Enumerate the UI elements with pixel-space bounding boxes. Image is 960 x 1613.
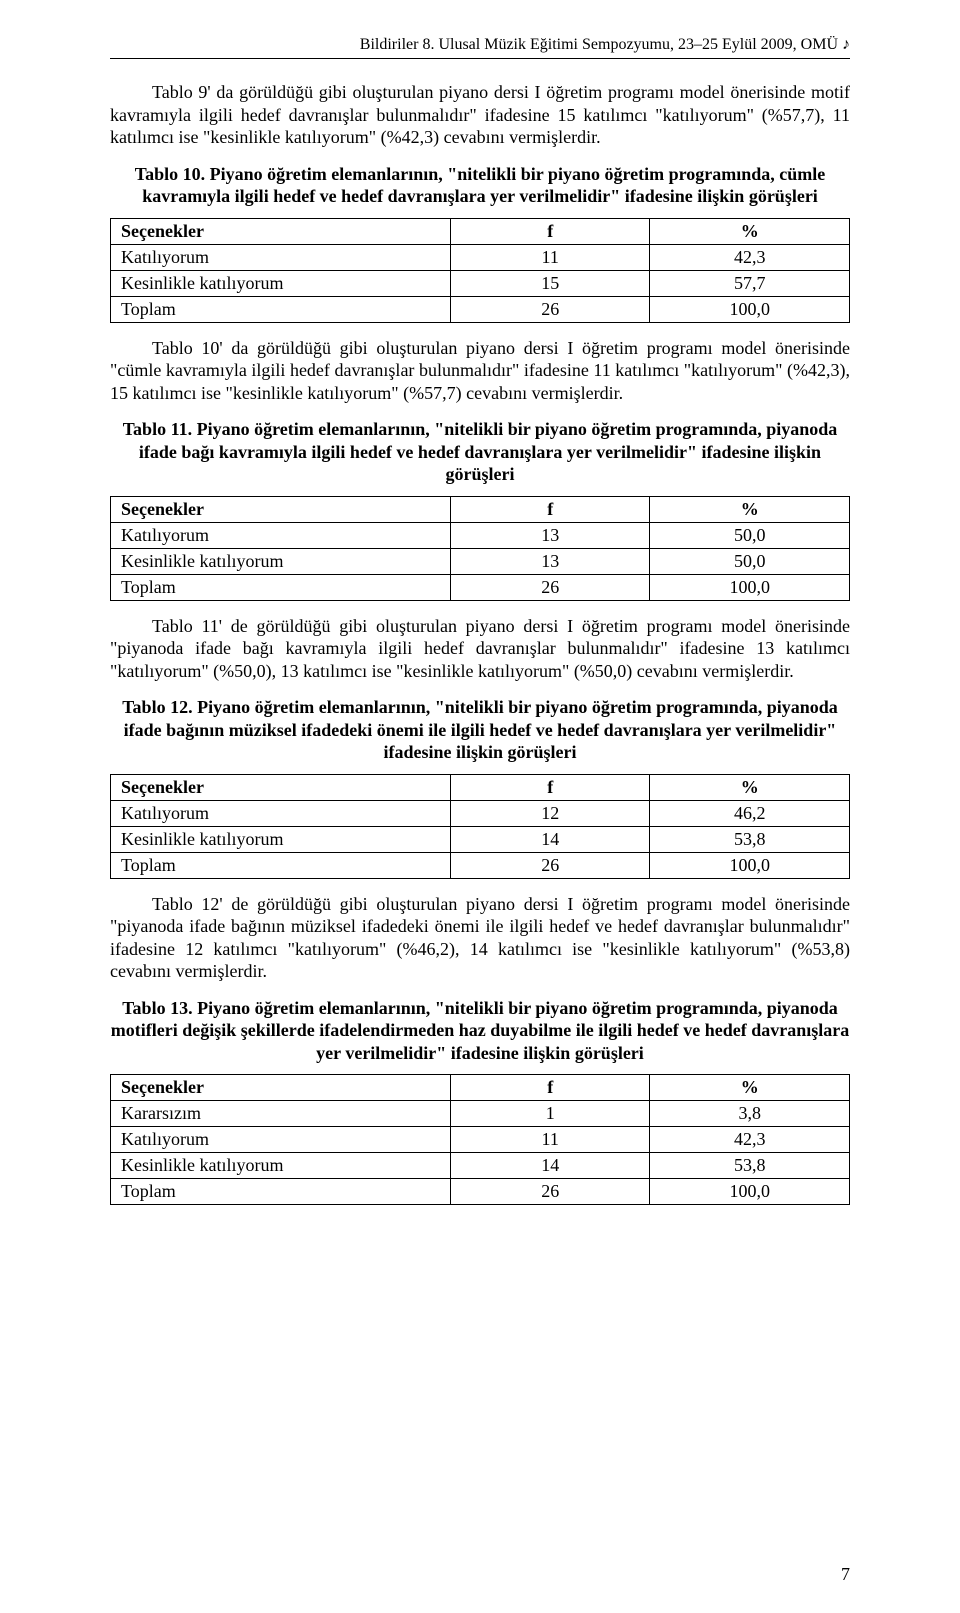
table-header-row: Seçenekler f % (111, 1075, 850, 1101)
cell: 3,8 (650, 1101, 850, 1127)
cell: 26 (450, 574, 650, 600)
table-header-row: Seçenekler f % (111, 774, 850, 800)
table-row: Katılıyorum 13 50,0 (111, 522, 850, 548)
cell: 13 (450, 522, 650, 548)
paragraph-4: Tablo 12' de görüldüğü gibi oluşturulan … (110, 893, 850, 983)
cell: Kesinlikle katılıyorum (111, 826, 451, 852)
cell: 14 (450, 1153, 650, 1179)
cell: Kesinlikle katılıyorum (111, 270, 451, 296)
col-secenekler: Seçenekler (111, 496, 451, 522)
table-row: Kesinlikle katılıyorum 14 53,8 (111, 1153, 850, 1179)
cell: Toplam (111, 852, 451, 878)
cell: 53,8 (650, 1153, 850, 1179)
cell: Kararsızım (111, 1101, 451, 1127)
table-row: Toplam 26 100,0 (111, 296, 850, 322)
table-row: Kesinlikle katılıyorum 13 50,0 (111, 548, 850, 574)
header-rule (110, 58, 850, 59)
cell: Katılıyorum (111, 800, 451, 826)
caption-lead: Tablo 12. (122, 697, 192, 717)
table-row: Katılıyorum 11 42,3 (111, 1127, 850, 1153)
cell: 15 (450, 270, 650, 296)
cell: 100,0 (650, 574, 850, 600)
cell: 12 (450, 800, 650, 826)
caption-rest: Piyano öğretim elemanlarının, "nitelikli… (124, 697, 838, 762)
table11: Seçenekler f % Katılıyorum 13 50,0 Kesin… (110, 496, 850, 601)
cell: Katılıyorum (111, 1127, 451, 1153)
col-secenekler: Seçenekler (111, 774, 451, 800)
table-row: Toplam 26 100,0 (111, 574, 850, 600)
col-pct: % (650, 218, 850, 244)
cell: 42,3 (650, 1127, 850, 1153)
table-row: Kesinlikle katılıyorum 15 57,7 (111, 270, 850, 296)
cell: 57,7 (650, 270, 850, 296)
table-header-row: Seçenekler f % (111, 218, 850, 244)
cell: 100,0 (650, 852, 850, 878)
table12: Seçenekler f % Katılıyorum 12 46,2 Kesin… (110, 774, 850, 879)
cell: Toplam (111, 296, 451, 322)
table13-caption: Tablo 13. Piyano öğretim elemanlarının, … (110, 997, 850, 1065)
caption-rest: Piyano öğretim elemanlarının, "nitelikli… (139, 419, 837, 484)
cell: Kesinlikle katılıyorum (111, 548, 451, 574)
col-f: f (450, 496, 650, 522)
cell: Toplam (111, 1179, 451, 1205)
cell: Katılıyorum (111, 244, 451, 270)
cell: 100,0 (650, 296, 850, 322)
header-text: Bildiriler 8. Ulusal Müzik Eğitimi Sempo… (360, 36, 838, 53)
cell: 13 (450, 548, 650, 574)
col-pct: % (650, 1075, 850, 1101)
cell: Toplam (111, 574, 451, 600)
table-header-row: Seçenekler f % (111, 496, 850, 522)
table11-caption: Tablo 11. Piyano öğretim elemanlarının, … (110, 418, 850, 486)
table10: Seçenekler f % Katılıyorum 11 42,3 Kesin… (110, 218, 850, 323)
music-note-icon: ♪ (842, 36, 850, 53)
caption-lead: Tablo 11. (123, 419, 192, 439)
table-row: Toplam 26 100,0 (111, 852, 850, 878)
cell: 14 (450, 826, 650, 852)
paragraph-1: Tablo 9' da görüldüğü gibi oluşturulan p… (110, 81, 850, 149)
col-pct: % (650, 496, 850, 522)
table10-caption: Tablo 10. Piyano öğretim elemanlarının, … (110, 163, 850, 208)
running-header: Bildiriler 8. Ulusal Müzik Eğitimi Sempo… (110, 36, 850, 54)
table-row: Toplam 26 100,0 (111, 1179, 850, 1205)
page-number: 7 (841, 1564, 850, 1585)
table-row: Katılıyorum 12 46,2 (111, 800, 850, 826)
cell: 50,0 (650, 522, 850, 548)
col-secenekler: Seçenekler (111, 218, 451, 244)
cell: Katılıyorum (111, 522, 451, 548)
cell: 100,0 (650, 1179, 850, 1205)
col-f: f (450, 1075, 650, 1101)
col-secenekler: Seçenekler (111, 1075, 451, 1101)
cell: 26 (450, 1179, 650, 1205)
col-f: f (450, 774, 650, 800)
cell: 26 (450, 296, 650, 322)
col-pct: % (650, 774, 850, 800)
cell: 11 (450, 244, 650, 270)
col-f: f (450, 218, 650, 244)
cell: Kesinlikle katılıyorum (111, 1153, 451, 1179)
cell: 53,8 (650, 826, 850, 852)
cell: 46,2 (650, 800, 850, 826)
cell: 50,0 (650, 548, 850, 574)
cell: 26 (450, 852, 650, 878)
cell: 1 (450, 1101, 650, 1127)
caption-lead: Tablo 13. (122, 998, 192, 1018)
cell: 42,3 (650, 244, 850, 270)
caption-rest: Piyano öğretim elemanlarının, "nitelikli… (142, 164, 825, 207)
table-row: Kesinlikle katılıyorum 14 53,8 (111, 826, 850, 852)
table12-caption: Tablo 12. Piyano öğretim elemanlarının, … (110, 696, 850, 764)
page: Bildiriler 8. Ulusal Müzik Eğitimi Sempo… (0, 0, 960, 1613)
paragraph-2: Tablo 10' da görüldüğü gibi oluşturulan … (110, 337, 850, 405)
caption-rest: Piyano öğretim elemanlarının, "nitelikli… (111, 998, 849, 1063)
caption-lead: Tablo 10. (135, 164, 205, 184)
paragraph-3: Tablo 11' de görüldüğü gibi oluşturulan … (110, 615, 850, 683)
table-row: Kararsızım 1 3,8 (111, 1101, 850, 1127)
cell: 11 (450, 1127, 650, 1153)
table13: Seçenekler f % Kararsızım 1 3,8 Katılıyo… (110, 1074, 850, 1205)
table-row: Katılıyorum 11 42,3 (111, 244, 850, 270)
